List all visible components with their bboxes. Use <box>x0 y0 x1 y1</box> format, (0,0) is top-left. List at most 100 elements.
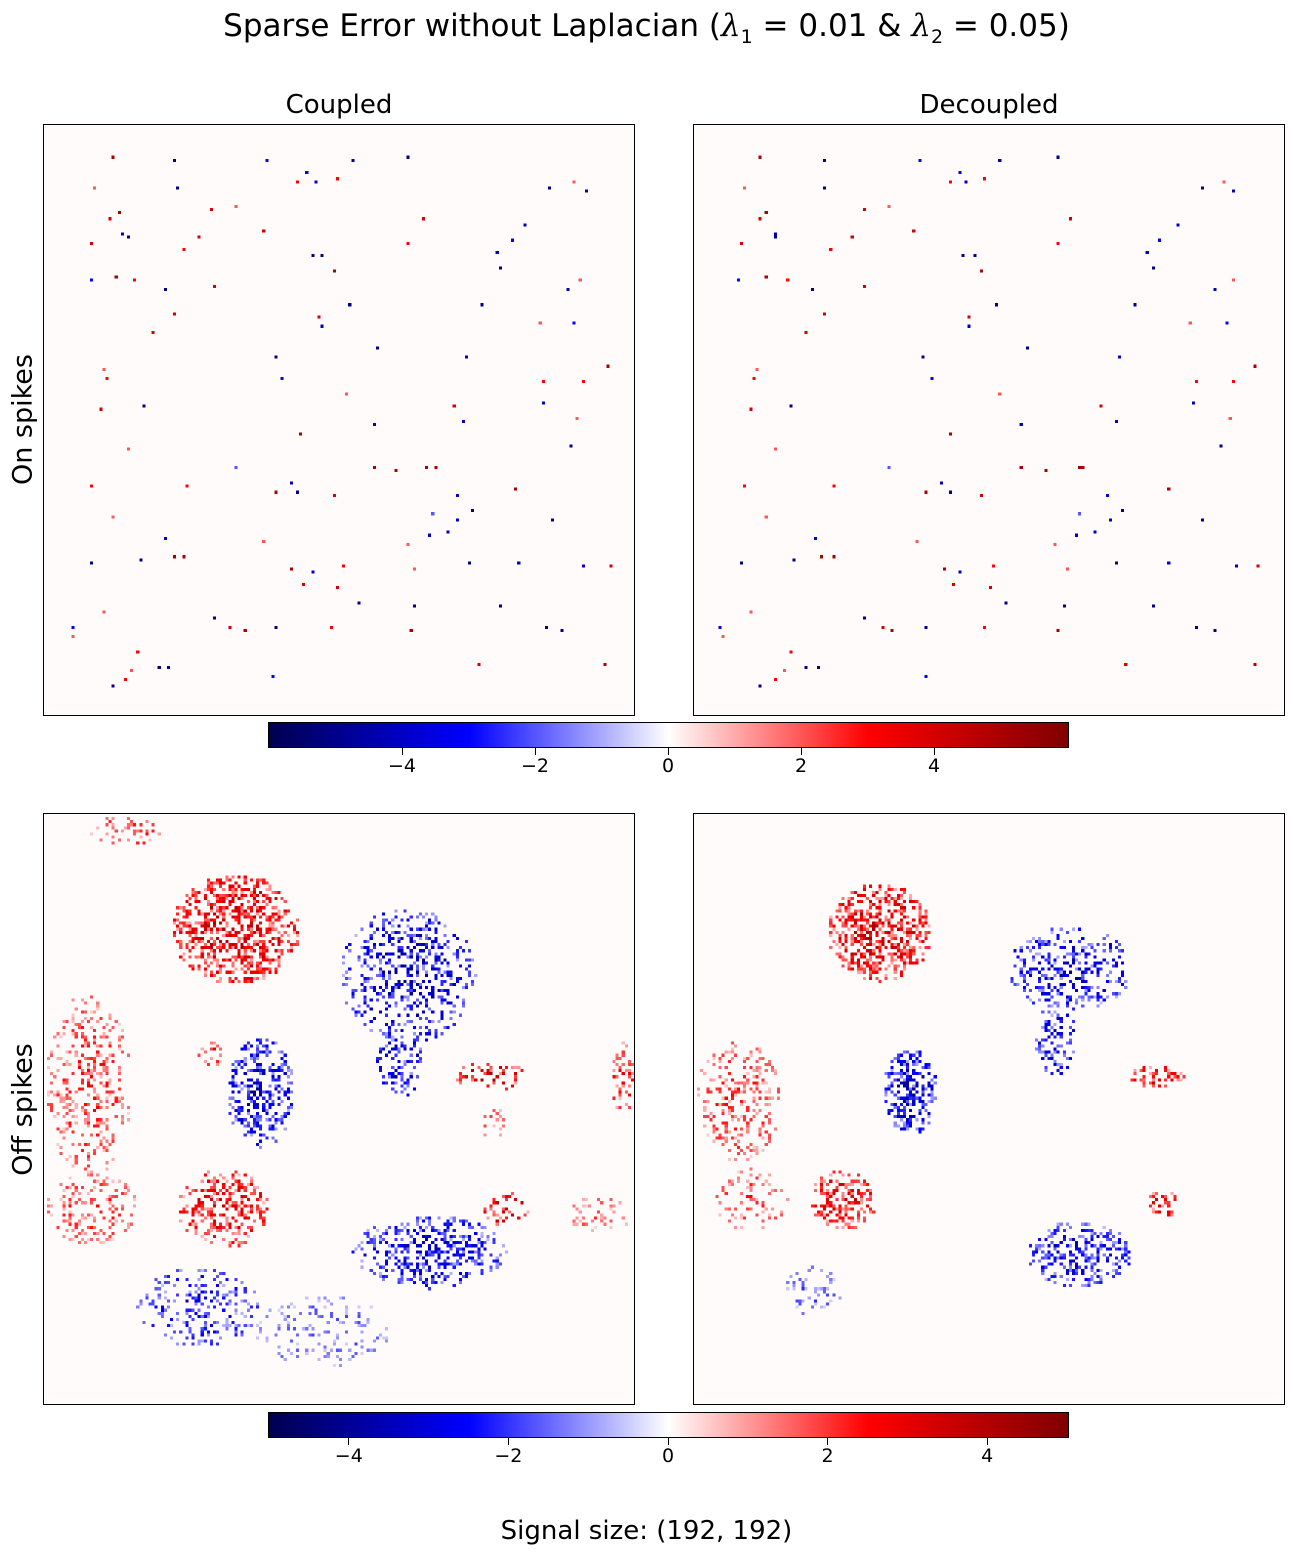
blob-pixel <box>209 1324 214 1328</box>
blob-pixel <box>1179 1072 1183 1076</box>
blob-pixel <box>718 1056 722 1060</box>
spike-mark <box>126 447 131 451</box>
spike-mark <box>495 250 499 255</box>
blob-pixel <box>909 1118 913 1122</box>
blob-pixel <box>87 1142 91 1146</box>
blob-pixel <box>366 1348 370 1352</box>
blob-pixel <box>415 1038 419 1042</box>
blob-pixel <box>924 918 928 922</box>
blob-pixel <box>90 1016 94 1020</box>
blob-pixel <box>921 921 925 925</box>
blob-pixel <box>847 927 851 931</box>
blob-pixel <box>120 1105 124 1109</box>
lambda1-symbol: λ <box>720 8 741 44</box>
blob-pixel <box>418 1225 422 1229</box>
blob-pixel <box>259 1069 263 1073</box>
blob-pixel <box>1038 946 1042 950</box>
blob-pixel <box>730 1041 734 1045</box>
blob-pixel <box>1148 1065 1152 1070</box>
blob-pixel <box>200 1204 204 1208</box>
blob-pixel <box>360 973 364 977</box>
blob-pixel <box>615 1062 619 1066</box>
blob-pixel <box>724 1084 728 1088</box>
blob-pixel <box>262 878 266 882</box>
blob-pixel <box>345 1308 349 1312</box>
blob-pixel <box>1041 955 1045 959</box>
blob-pixel <box>240 924 244 928</box>
blob-pixel <box>452 1244 456 1248</box>
spike-mark <box>265 158 269 162</box>
blob-pixel <box>1032 1001 1036 1005</box>
spike-mark <box>1056 155 1060 159</box>
blob-pixel <box>409 933 413 937</box>
blob-pixel <box>452 1219 456 1223</box>
blob-pixel <box>875 930 879 934</box>
blob-pixel <box>869 949 873 953</box>
blob-pixel <box>360 1259 364 1263</box>
blob-pixel <box>884 1093 888 1097</box>
spike-mark <box>213 284 217 288</box>
spike-mark <box>517 561 521 565</box>
blob-pixel <box>1038 998 1042 1002</box>
blob-pixel <box>99 1072 103 1076</box>
blob-pixel <box>240 1207 244 1211</box>
blob-pixel <box>1047 1278 1051 1282</box>
blob-pixel <box>206 1188 210 1192</box>
blob-pixel <box>884 915 888 919</box>
blob-pixel <box>203 958 207 962</box>
blob-pixel <box>1056 992 1060 996</box>
blob-pixel <box>1053 1247 1057 1251</box>
blob-pixel <box>102 1084 106 1088</box>
blob-pixel <box>77 1191 81 1196</box>
blob-pixel <box>918 930 922 934</box>
blob-pixel <box>80 1231 84 1235</box>
blob-pixel <box>489 1265 493 1269</box>
blob-pixel <box>1059 973 1063 977</box>
blob-pixel <box>1068 939 1072 944</box>
blob-pixel <box>483 1124 487 1128</box>
blob-pixel <box>875 961 879 965</box>
blob-pixel <box>841 1198 845 1202</box>
blob-pixel <box>194 1210 198 1214</box>
blob-pixel <box>96 1072 100 1076</box>
blob-pixel <box>222 943 226 947</box>
blob-pixel <box>283 1090 287 1094</box>
blob-pixel <box>906 1059 910 1063</box>
blob-pixel <box>1047 955 1051 959</box>
heatmap-off-coupled <box>43 813 635 1405</box>
blob-pixel <box>96 1053 100 1057</box>
blob-pixel <box>385 1259 389 1263</box>
blob-pixel <box>740 1115 744 1119</box>
blob-pixel <box>483 1210 487 1214</box>
blob-pixel <box>71 1213 75 1217</box>
blob-pixel <box>246 1121 250 1125</box>
blob-pixel <box>406 933 410 937</box>
blob-pixel <box>1108 946 1112 950</box>
blob-pixel <box>749 1195 753 1199</box>
blob-pixel <box>206 1231 210 1235</box>
blob-pixel <box>400 1238 404 1242</box>
blob-pixel <box>222 896 226 901</box>
spike-mark <box>289 481 293 485</box>
blob-pixel <box>136 841 140 845</box>
blob-pixel <box>234 887 238 891</box>
blob-pixel <box>1022 976 1026 980</box>
blob-pixel <box>256 1121 260 1125</box>
blob-pixel <box>256 961 260 965</box>
blob-pixel <box>813 1299 817 1303</box>
blob-pixel <box>878 952 882 956</box>
blob-pixel <box>875 896 879 901</box>
blob-pixel <box>1062 939 1066 944</box>
blob-pixel <box>461 1247 465 1251</box>
blob-pixel <box>1114 1247 1119 1251</box>
blob-pixel <box>1111 964 1115 968</box>
blob-pixel <box>458 1253 462 1257</box>
blob-pixel <box>219 946 223 950</box>
blob-pixel <box>166 1305 170 1309</box>
blob-pixel <box>378 1333 383 1337</box>
blob-pixel <box>397 1072 401 1076</box>
blob-pixel <box>71 1013 75 1017</box>
blob-pixel <box>169 1324 174 1328</box>
blob-pixel <box>234 1231 238 1235</box>
blob-pixel <box>182 924 186 928</box>
